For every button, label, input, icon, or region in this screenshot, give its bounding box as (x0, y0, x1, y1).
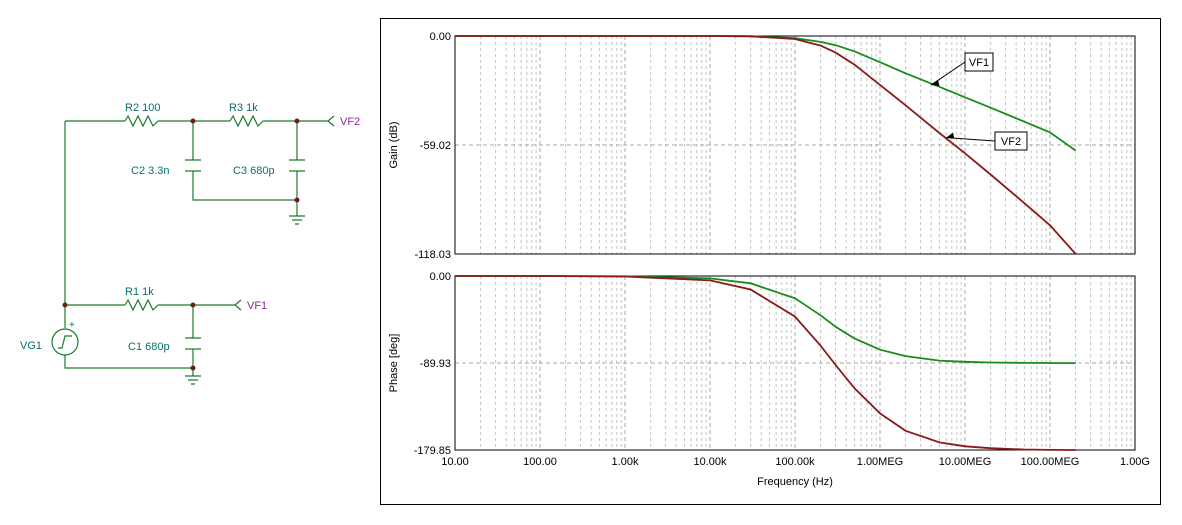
gain-plot-area (454, 35, 1136, 255)
c1-label: C1 680p (128, 341, 170, 353)
vg1-label: VG1 (20, 340, 42, 352)
gain-y-axis-title: Gain (dB) (388, 121, 400, 168)
junction-dot (294, 197, 300, 203)
ground-icon (185, 375, 201, 385)
phase-y-tick-label: -179.85 (414, 445, 451, 457)
gain-series-vf2-line (455, 35, 1077, 255)
schematic: R2 100 R3 1k C2 3.3n C3 680p VF2 R1 1k C… (20, 102, 360, 385)
annotation-box (994, 131, 1028, 151)
vf1-probe-icon (234, 299, 242, 311)
annotation-label: VF2 (1001, 136, 1021, 148)
junction-dot (62, 302, 68, 308)
x-tick-label: 1.00G (1120, 456, 1150, 468)
r3-resistor-symbol[interactable] (229, 114, 264, 128)
x-tick-label: 10.00k (693, 456, 727, 468)
x-tick-label: 100.00k (775, 456, 815, 468)
c2-label: C2 3.3n (131, 165, 170, 177)
vf2-probe-icon (327, 115, 335, 127)
phase-y-tick-label: -89.93 (420, 358, 451, 370)
wire-c2-node (192, 121, 297, 201)
phase-series-vf2-line (455, 275, 1076, 451)
bode-plots: 0.00 -59.02 -118.03 Gain (dB) 0.00 -89.93 -179… (388, 31, 1150, 488)
ground-icon (289, 215, 305, 225)
x-tick-label: 100.00MEG (1021, 456, 1080, 468)
gain-y-tick-label: -59.02 (420, 140, 451, 152)
c2-capacitor-symbol[interactable] (185, 159, 201, 172)
x-tick-label: 1.00k (612, 456, 639, 468)
vf1-label: VF1 (247, 300, 267, 312)
c3-capacitor-symbol[interactable] (289, 159, 305, 172)
r1-resistor-symbol[interactable] (124, 298, 159, 312)
gain-y-tick-label: -118.03 (415, 249, 452, 261)
r1-label: R1 1k (125, 286, 154, 298)
vg1-plus-sign: + (69, 320, 75, 331)
c1-capacitor-symbol[interactable] (185, 337, 201, 350)
phase-series-vf1-line (455, 275, 1076, 364)
junction-dot (190, 365, 196, 371)
r2-resistor-symbol[interactable] (124, 114, 159, 128)
annotation-box (964, 52, 994, 72)
junction-dot (190, 302, 196, 308)
phase-y-axis-title: Phase [deg] (388, 334, 400, 393)
x-axis-title: Frequency (Hz) (757, 476, 833, 488)
x-tick-label: 10.00 (441, 456, 469, 468)
annotation-arrowhead-icon (931, 79, 940, 86)
c3-label: C3 680p (233, 165, 275, 177)
source-step-icon (58, 335, 72, 349)
vf2-label: VF2 (340, 116, 360, 128)
annotation-arrowhead-icon (946, 132, 955, 139)
x-tick-label: 1.00MEG (857, 456, 903, 468)
vg1-source-symbol[interactable] (51, 328, 79, 356)
annotation-pointer (946, 137, 996, 142)
phase-y-tick-label: 0.00 (430, 271, 451, 283)
x-tick-label: 10.00MEG (939, 456, 992, 468)
x-tick-label: 100.00 (523, 456, 557, 468)
wire-left (64, 121, 194, 376)
bode-plot-frame: 0.00 -59.02 -118.03 Gain (dB) 0.00 -89.93 -179… (380, 18, 1161, 505)
r3-label: R3 1k (229, 102, 258, 114)
junction-dot (294, 118, 300, 124)
r2-label: R2 100 (125, 102, 160, 114)
phase-plot-area (454, 275, 1136, 451)
junction-dot (190, 118, 196, 124)
annotation-label: VF1 (969, 57, 989, 69)
gain-y-tick-label: 0.00 (430, 31, 451, 43)
